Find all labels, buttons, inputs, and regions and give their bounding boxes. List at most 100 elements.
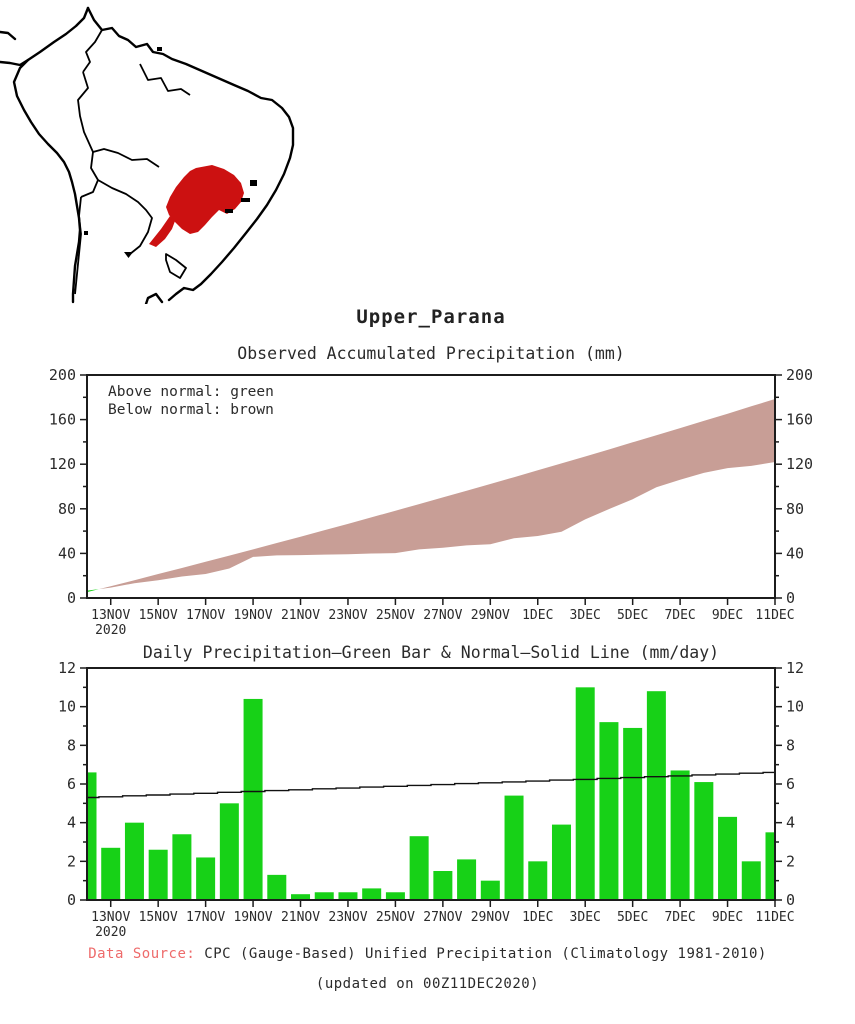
page-title: Upper_Parana [356,306,506,328]
x-tick-label: 5DEC [617,910,648,925]
daily-precip-bar [741,861,761,900]
x-tick-label: 9DEC [712,608,743,623]
chart2-title: Daily Precipitation–Green Bar & Normal–S… [143,643,719,662]
x-tick-label: 21NOV [281,608,320,623]
border-guyanas [139,63,191,96]
daily-precip-bar [124,822,144,900]
x-tick-label: 25NOV [376,608,415,623]
x-tick-label: 7DEC [664,910,695,925]
x-tick-label: 13NOV [91,608,130,623]
map-mark [241,198,250,202]
border-colombia-venezuela [82,29,103,73]
data-source-line: Data Source: CPC (Gauge-Based) Unified P… [0,946,855,962]
border-bolivia-chile [80,151,99,198]
x-tick-label: 1DEC [522,608,553,623]
x-tick-label: 19NOV [233,608,272,623]
y-tick-label: 80 [58,500,76,518]
y-tick-label: 120 [786,455,813,473]
map-mark [250,180,257,186]
x-tick-label: 17NOV [186,608,225,623]
x-tick-label: 15NOV [139,608,178,623]
y-tick-label: 200 [49,366,76,384]
x-tick-label: 27NOV [423,608,462,623]
x-tick-label: 23NOV [328,608,367,623]
daily-precip-bar [196,857,216,900]
y-tick-label: 10 [786,698,804,716]
updated-line: (updated on 00Z11DEC2020) [315,976,540,992]
map-mark [225,209,233,213]
daily-precip-bar [670,770,690,900]
x-year-label: 2020 [95,925,126,938]
x-tick-label: 15NOV [139,910,178,925]
region-locator-map [0,6,295,304]
y-tick-label: 4 [786,814,795,832]
x-tick-label: 9DEC [712,910,743,925]
daily-precip-bar [599,722,619,900]
y-tick-label: 2 [786,852,795,870]
x-tick-label: 13NOV [91,910,130,925]
x-tick-label: 5DEC [617,608,648,623]
legend-below-normal: Below normal: brown [108,402,274,418]
daily-precip-bar [314,892,334,900]
daily-precip-bar [362,888,382,900]
x-tick-label: 11DEC [755,910,794,925]
daily-precip-bar [528,861,548,900]
y-tick-label: 6 [67,775,76,793]
y-tick-label: 120 [49,455,76,473]
daily-precip-bar [338,892,358,900]
coastline-east [86,6,295,302]
daily-precip-bar [385,892,405,900]
x-tick-label: 17NOV [186,910,225,925]
x-tick-label: 11DEC [755,608,794,623]
map-mark [157,47,162,51]
below-normal-area [98,399,775,590]
daily-precip-bar [551,824,571,900]
y-tick-label: 40 [786,544,804,562]
x-tick-label: 29NOV [471,910,510,925]
y-tick-label: 0 [786,891,795,909]
daily-precip-bar [504,795,524,900]
accumulated-precipitation-chart: Observed Accumulated Precipitation (mm) … [49,344,813,638]
border-paraguay-argentina [97,179,153,255]
daily-precip-bar [148,849,168,900]
border-bolivia-brazil [92,148,160,168]
daily-precipitation-chart: Daily Precipitation–Green Bar & Normal–S… [58,643,804,938]
x-tick-label: 25NOV [376,910,415,925]
y-tick-label: 0 [67,589,76,607]
daily-precip-bar [267,874,287,900]
coast-fragment-left [0,58,30,67]
daily-precip-bar [646,691,666,900]
daily-precip-bar [101,847,121,900]
above-normal-area [87,589,99,593]
legend-above-normal: Above normal: green [108,384,274,400]
y-tick-label: 4 [67,814,76,832]
coastline-west [12,6,90,304]
y-tick-label: 8 [67,736,76,754]
map-mark [124,252,133,258]
y-tick-label: 160 [49,411,76,429]
daily-precip-bar [623,727,643,900]
coast-fragment-top-left [0,30,17,41]
daily-precip-bar [87,772,97,900]
map-mark [84,231,88,235]
y-tick-label: 2 [67,852,76,870]
y-tick-label: 10 [58,698,76,716]
data-source-text: CPC (Gauge-Based) Unified Precipitation … [195,946,767,962]
x-tick-label: 29NOV [471,608,510,623]
chart1-title: Observed Accumulated Precipitation (mm) [237,344,624,363]
daily-precip-bar [433,871,453,900]
daily-precip-bar [409,836,429,900]
daily-precip-bar [765,832,775,900]
border-uruguay-lagoon [165,253,187,279]
x-tick-label: 27NOV [423,910,462,925]
x-tick-label: 3DEC [570,608,601,623]
highlight-region-group [149,165,244,247]
y-tick-label: 6 [786,775,795,793]
daily-precip-bar [219,803,239,900]
y-tick-label: 12 [58,659,76,677]
daily-precip-bar [718,816,738,900]
highlight-region [166,165,244,234]
y-tick-label: 0 [67,891,76,909]
x-tick-label: 7DEC [664,608,695,623]
